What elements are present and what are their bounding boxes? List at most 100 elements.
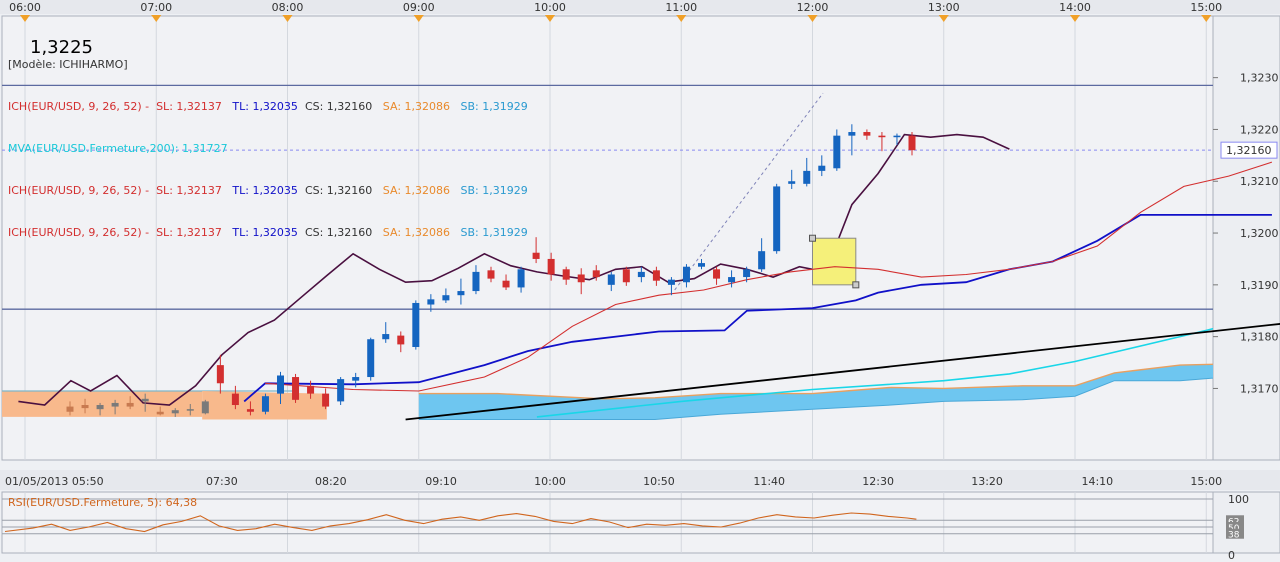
rsi-panel: [1, 491, 1214, 554]
candle-body: [803, 170, 811, 184]
candle-body: [532, 252, 540, 259]
top-axis-label: 11:00: [665, 1, 697, 14]
top-axis-label: 08:00: [272, 1, 304, 14]
y-axis-label: 1,3230: [1240, 72, 1279, 85]
time-marker: [151, 15, 162, 22]
candle-body: [307, 385, 315, 394]
current-price-big: 1,3225: [30, 37, 93, 58]
candle-body: [412, 302, 420, 347]
time-marker: [938, 15, 949, 22]
candle-body: [592, 270, 600, 278]
trendline: [405, 323, 1280, 421]
candle-body: [788, 181, 796, 184]
bottom-axis-label: 01/05/2013 05:50: [5, 475, 104, 488]
candle-body: [863, 132, 871, 136]
highlight-box: [812, 237, 857, 286]
bottom-axis-label: 07:30: [206, 475, 238, 488]
candle-body: [292, 377, 300, 400]
tenkan-line: [265, 161, 1273, 392]
candle-body: [517, 269, 525, 288]
legend-line-mva: MVA(EUR/USD.Fermeture,200): 1,31727: [8, 142, 228, 155]
top-axis-bar: [0, 0, 1280, 14]
candle-body: [487, 270, 495, 279]
price-axis-panel: [1212, 15, 1280, 461]
bottom-axis-label: 14:10: [1081, 475, 1113, 488]
bottom-axis-label: 12:30: [862, 475, 894, 488]
candle-body: [698, 263, 705, 267]
top-axis-label: 15:00: [1190, 1, 1222, 14]
rsi-level-box: [1226, 522, 1244, 532]
senkou-a-line: [418, 363, 1213, 400]
top-axis-label: 10:00: [534, 1, 566, 14]
time-marker: [1201, 15, 1212, 22]
candle-body: [713, 269, 721, 279]
candle-body: [352, 377, 360, 381]
y-axis-label: 1,3180: [1240, 331, 1279, 344]
candle-body: [397, 335, 405, 345]
candle-body: [472, 271, 480, 292]
candle-body: [577, 274, 585, 283]
rsi-line: [4, 512, 917, 533]
time-marker: [20, 15, 30, 22]
top-axis-label: 09:00: [403, 1, 435, 14]
candle-body: [728, 277, 736, 283]
candle-body: [216, 365, 224, 384]
candle-body: [66, 406, 74, 412]
cloud-bull-area: [418, 364, 1213, 420]
y-axis-label: 1,3170: [1240, 382, 1279, 395]
candle-body: [322, 393, 330, 407]
candle-body: [337, 379, 345, 402]
candle-body: [562, 269, 570, 280]
current-price-label: 1,32160: [1226, 144, 1272, 157]
candle-body: [186, 409, 194, 411]
candle-body: [111, 402, 119, 407]
time-marker: [282, 15, 293, 22]
candle-body: [652, 270, 660, 281]
bottom-axis-bar: [0, 470, 1280, 490]
time-marker: [413, 15, 424, 22]
time-marker: [545, 15, 555, 22]
candle-body: [667, 279, 675, 285]
candle-body: [367, 339, 375, 378]
top-axis-label: 14:00: [1059, 1, 1091, 14]
highlight-handle: [852, 281, 860, 289]
candle-body: [773, 186, 781, 252]
rsi-axis-panel: [1212, 491, 1280, 554]
mva-line: [536, 327, 1213, 418]
candle-body: [126, 402, 134, 407]
candle-body: [502, 280, 510, 288]
candle-body: [171, 410, 179, 414]
y-axis-label: 1,3210: [1240, 175, 1279, 188]
candle-body: [141, 398, 149, 402]
y-axis-label: 1,3200: [1240, 227, 1279, 240]
bottom-axis-label: 10:00: [534, 475, 566, 488]
time-marker: [1070, 15, 1080, 22]
projection-dotted-line: [674, 92, 824, 291]
y-axis-label: 1,3220: [1240, 123, 1279, 136]
rsi-level-box: [1226, 528, 1244, 539]
candle-body: [833, 135, 841, 169]
candle-body: [893, 135, 901, 138]
candle-body: [382, 334, 390, 340]
candle-body: [607, 274, 615, 285]
rsi-axis-label: 100: [1228, 493, 1249, 506]
candle-body: [682, 266, 690, 283]
rsi-level-box: [1226, 515, 1244, 526]
candle-body: [81, 405, 89, 409]
legend-line-ichimoku-2: ICH(EUR/USD, 9, 26, 52) - SL: 1,32137 TL…: [8, 184, 528, 197]
candle-body: [848, 132, 856, 136]
bottom-axis-label: 13:20: [971, 475, 1003, 488]
indicator-legend: [Modèle: ICHIHARMO] ICH(EUR/USD, 9, 26, …: [8, 30, 528, 254]
y-axis-label: 1,3190: [1240, 279, 1279, 292]
chikou-line: [18, 133, 1010, 406]
highlight-handle: [809, 234, 816, 242]
candle-body: [758, 251, 766, 270]
candle-body: [622, 269, 630, 283]
legend-line-ichimoku-3: ICH(EUR/USD, 9, 26, 52) - SL: 1,32137 TL…: [8, 226, 528, 239]
candle-body: [818, 165, 826, 171]
candle-body: [743, 269, 751, 278]
bottom-axis-label: 09:10: [425, 475, 457, 488]
candle-body: [878, 135, 886, 138]
